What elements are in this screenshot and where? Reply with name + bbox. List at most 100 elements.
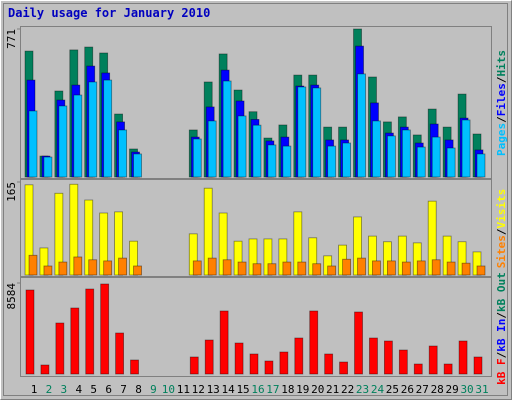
x-tick-label: 31 xyxy=(475,383,488,396)
x-tick-label: 1 xyxy=(31,383,38,396)
bar xyxy=(401,261,411,276)
x-tick-label: 17 xyxy=(266,383,279,396)
legend-entry: Pages xyxy=(495,123,508,156)
bar xyxy=(58,261,68,276)
bar xyxy=(40,364,50,375)
bar xyxy=(118,257,127,276)
bar xyxy=(43,265,53,276)
bar xyxy=(357,73,366,178)
legend-entry: Visits xyxy=(495,189,508,229)
legend-separator: / xyxy=(495,228,508,235)
legend-entry: Hits xyxy=(495,50,508,77)
bar xyxy=(294,337,304,375)
x-tick-label: 10 xyxy=(162,383,175,396)
bar xyxy=(222,80,232,178)
bar xyxy=(279,351,289,375)
y-max-label: 165 xyxy=(5,182,18,202)
bar xyxy=(207,257,217,276)
y-max-label: 771 xyxy=(5,29,18,49)
bar xyxy=(282,145,292,178)
bar xyxy=(222,259,232,276)
x-tick-label: 27 xyxy=(416,383,429,396)
bar xyxy=(297,261,307,276)
bar xyxy=(354,311,363,375)
bar xyxy=(85,288,95,375)
bar xyxy=(204,339,214,375)
legend-entry: Files xyxy=(495,83,508,116)
bar xyxy=(369,337,378,375)
x-tick-label: 3 xyxy=(61,383,68,396)
x-tick-label: 16 xyxy=(251,383,264,396)
panel-frame xyxy=(20,179,492,277)
bar xyxy=(192,260,202,276)
x-tick-label: 18 xyxy=(281,383,294,396)
bar xyxy=(282,261,292,276)
bar xyxy=(476,153,486,178)
x-tick-label: 14 xyxy=(222,383,236,396)
bar xyxy=(115,332,124,375)
x-tick-label: 6 xyxy=(105,383,112,396)
bar xyxy=(342,142,352,178)
bar xyxy=(88,81,98,178)
bar xyxy=(416,146,426,178)
bar xyxy=(476,265,486,276)
bar xyxy=(103,260,113,276)
bar xyxy=(103,79,113,178)
bar xyxy=(461,262,471,276)
panel-frame xyxy=(20,26,492,179)
bar xyxy=(58,105,68,178)
legend-separator: / xyxy=(495,312,508,319)
bar xyxy=(443,363,453,375)
legend-entry: kB In xyxy=(495,319,508,352)
legend-entry: kB F xyxy=(495,358,508,385)
bar xyxy=(28,254,38,276)
x-tick-label: 13 xyxy=(207,383,220,396)
x-tick-label: 30 xyxy=(460,383,473,396)
bar xyxy=(297,86,307,178)
bar xyxy=(237,261,247,276)
bar xyxy=(118,129,127,178)
bar xyxy=(88,259,98,276)
bar xyxy=(416,260,426,276)
x-tick-label: 8 xyxy=(135,383,142,396)
x-tick-label: 5 xyxy=(90,383,97,396)
bar xyxy=(100,283,110,375)
x-tick-label: 23 xyxy=(356,383,369,396)
legend: kB F/kB In/kB Out xyxy=(495,272,508,385)
x-tick-label: 4 xyxy=(75,383,82,396)
bar xyxy=(133,153,142,178)
bar xyxy=(43,156,53,178)
bar xyxy=(428,345,438,375)
panel-frame xyxy=(20,277,492,377)
bar xyxy=(446,147,456,178)
bar xyxy=(237,115,247,178)
bar xyxy=(446,261,456,276)
bar xyxy=(473,356,483,375)
x-tick-label: 7 xyxy=(120,383,127,396)
x-tick-label: 29 xyxy=(446,383,459,396)
bar xyxy=(413,363,423,375)
bar xyxy=(386,135,396,178)
bar xyxy=(386,260,396,276)
x-tick-label: 15 xyxy=(236,383,249,396)
bar xyxy=(383,340,393,375)
bar xyxy=(264,360,274,375)
bar xyxy=(130,359,139,375)
bar xyxy=(342,258,352,276)
legend-entry: kB Out xyxy=(495,272,508,312)
bar xyxy=(327,265,337,276)
chart-title: Daily usage for January 2010 xyxy=(8,6,210,20)
bar xyxy=(234,342,244,375)
x-tick-label: 28 xyxy=(431,383,444,396)
x-tick-label: 9 xyxy=(150,383,157,396)
bar xyxy=(252,124,262,178)
x-tick-label: 2 xyxy=(46,383,53,396)
bar xyxy=(252,263,262,276)
bar xyxy=(431,259,441,276)
x-tick-label: 26 xyxy=(401,383,414,396)
bar xyxy=(267,263,277,276)
x-tick-label: 25 xyxy=(386,383,399,396)
bar xyxy=(339,361,349,375)
